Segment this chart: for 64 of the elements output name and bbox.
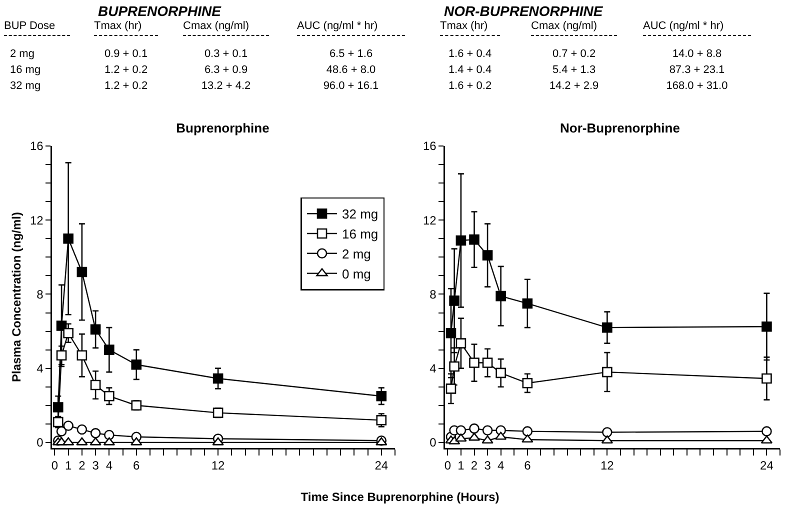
text: 0.9 + 0.1 [103, 48, 149, 60]
x-tick-label: 0 [51, 458, 58, 473]
x-tick-label: 3 [92, 458, 100, 473]
text: 13.2 + 4.2 [200, 80, 252, 92]
y-axis-title: Plasma Concentration (ng/ml) [9, 212, 24, 382]
x-tick-label: 2 [78, 458, 86, 473]
text: Tmax (hr) [440, 20, 500, 36]
x-tick-label: 24 [374, 458, 388, 473]
text: 14.2 + 2.9 [548, 80, 600, 92]
x-tick-label: 4 [106, 458, 113, 473]
text: 48.6 + 8.0 [325, 64, 377, 76]
x-tick-label: 12 [211, 458, 226, 473]
text: 1.6 + 0.4 [447, 48, 493, 60]
legend-label: 16 mg [342, 226, 378, 242]
x-tick-label: 24 [760, 458, 774, 473]
legend-label: 2 mg [342, 246, 371, 262]
text: 1.6 + 0.2 [447, 80, 493, 92]
text: 6.5 + 1.6 [328, 48, 374, 60]
text: 32 mg [9, 80, 42, 92]
text: 1.4 + 0.4 [447, 64, 493, 76]
x-tick-label: 6 [524, 458, 532, 473]
y-tick-label: 4 [36, 362, 44, 376]
text: Cmax (ng/ml) [531, 20, 617, 36]
text: BUPRENORPHINE [98, 3, 221, 19]
y-tick-label: 12 [30, 213, 44, 228]
x-axis-title: Time Since Buprenorphine (Hours) [300, 490, 500, 504]
text: 6.3 + 0.9 [203, 64, 249, 76]
text: BUP Dose [4, 20, 70, 36]
x-tick-label: 4 [497, 458, 504, 473]
chart-title: Nor-Buprenorphine [560, 120, 680, 136]
y-tick-label: 12 [422, 213, 437, 228]
y-tick-label: 8 [430, 287, 437, 302]
y-tick-label: 8 [36, 287, 44, 302]
text: 14.0 + 8.8 [671, 48, 723, 60]
text: 5.4 + 1.3 [551, 64, 597, 76]
text: AUC (ng/ml * hr) [297, 20, 405, 36]
text: NOR-BUPRENORPHINE [444, 3, 603, 19]
x-tick-label: 6 [133, 458, 140, 473]
text: Cmax (ng/ml) [183, 20, 269, 36]
y-tick-label: 16 [422, 139, 437, 154]
text: AUC (ng/ml * hr) [643, 20, 751, 36]
legend-label: 0 mg [342, 266, 371, 282]
x-tick-label: 1 [64, 458, 72, 473]
x-tick-label: 2 [470, 458, 478, 473]
text: 0.3 + 0.1 [203, 48, 249, 60]
x-tick-label: 12 [600, 458, 614, 473]
y-tick-label: 0 [36, 436, 44, 450]
text: Tmax (hr) [94, 20, 158, 36]
text: 87.3 + 23.1 [668, 64, 726, 76]
text: 16 mg [9, 64, 42, 76]
y-tick-label: 4 [430, 362, 437, 376]
text: 0.7 + 0.2 [551, 48, 597, 60]
chart-title: Buprenorphine [176, 120, 270, 136]
text: 96.0 + 16.1 [322, 80, 380, 92]
y-tick-label: 0 [430, 436, 437, 450]
text: 1.2 + 0.2 [103, 64, 149, 76]
x-tick-label: 3 [484, 458, 492, 473]
text: 1.2 + 0.2 [103, 80, 149, 92]
text: 168.0 + 31.0 [665, 80, 729, 92]
y-tick-label: 16 [30, 139, 44, 154]
text: 2 mg [9, 48, 36, 60]
x-tick-label: 1 [458, 458, 465, 473]
legend-label: 32 mg [342, 206, 378, 222]
x-tick-label: 0 [444, 458, 452, 473]
